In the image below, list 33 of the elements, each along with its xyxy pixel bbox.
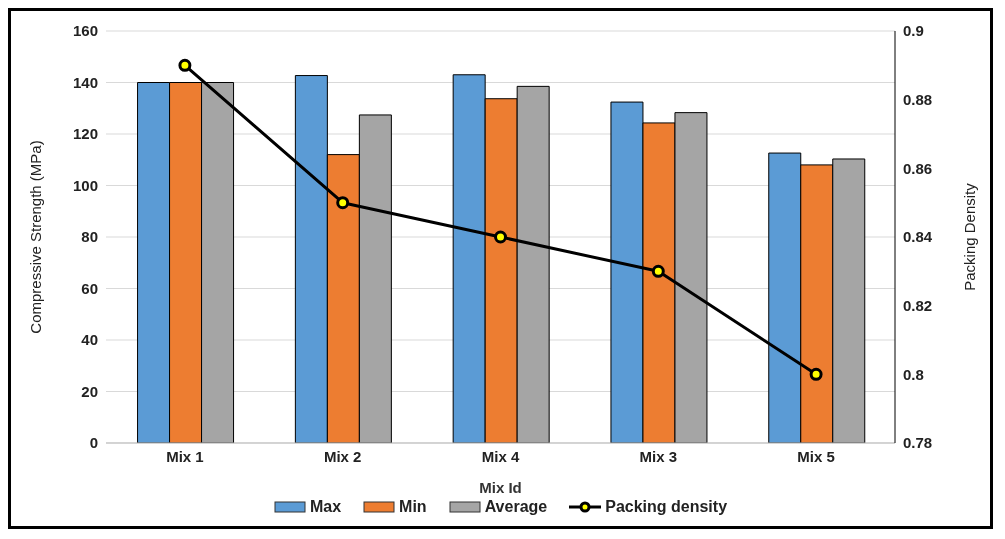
y2-tick-label: 0.8 <box>903 365 924 383</box>
point <box>651 264 665 278</box>
legend-label: Max <box>308 498 342 516</box>
y-tick-label: 40 <box>81 331 98 349</box>
y-tick-label: 100 <box>72 176 98 194</box>
y2-tick-label: 0.88 <box>903 90 933 108</box>
y-axis-title: Compressive Strength (MPa) <box>27 140 45 334</box>
point <box>336 196 350 210</box>
y2-tick-label: 0.86 <box>903 159 933 177</box>
legend-label: Packing density <box>604 498 728 516</box>
y2-axis-title: Packing Density <box>961 182 979 291</box>
y2-tick-label: 0.82 <box>903 296 933 314</box>
y2-tick-label: 0.84 <box>903 228 933 246</box>
x-tick-label: Mix 3 <box>639 447 678 465</box>
y-tick-label: 80 <box>81 228 98 246</box>
y-tick-label: 140 <box>72 73 98 91</box>
legend-label: Average <box>483 498 548 516</box>
y-tick-label: 20 <box>81 382 98 400</box>
y2-tick-label: 0.78 <box>903 434 933 452</box>
point <box>809 367 823 381</box>
y-tick-label: 120 <box>72 125 98 143</box>
x-tick-label: Mix 4 <box>481 447 520 465</box>
legend-label: Min <box>398 498 427 516</box>
point <box>178 58 192 72</box>
x-tick-label: Mix 2 <box>323 447 362 465</box>
y-tick-label: 0 <box>89 434 98 452</box>
point <box>494 230 507 244</box>
x-tick-label: Mix 1 <box>166 447 204 465</box>
x-tick-label: Mix 5 <box>797 447 835 465</box>
y-tick-label: 160 <box>72 22 98 40</box>
y-tick-label: 60 <box>81 279 98 297</box>
y2-tick-label: 0.9 <box>903 22 924 40</box>
x-axis-title: Mix Id <box>479 479 522 496</box>
